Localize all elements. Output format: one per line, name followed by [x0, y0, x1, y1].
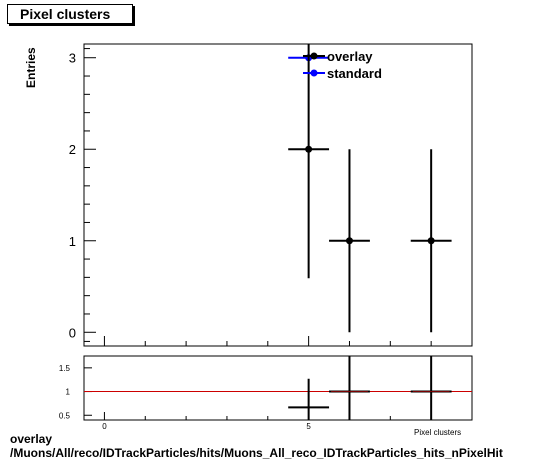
y-tick-label: 3	[69, 51, 76, 66]
y-tick-label: 1	[69, 234, 76, 249]
y-tick-label: 0	[69, 325, 76, 340]
overlay-data-point	[305, 145, 313, 153]
y-tick-label: 2	[69, 142, 76, 157]
main-plot-frame	[83, 43, 473, 347]
ratio-x-tick-label: 0	[102, 422, 107, 431]
ratio-y-tick-label: 1	[66, 388, 71, 397]
legend-marker	[310, 52, 318, 60]
overlay-data-point	[427, 237, 435, 245]
legend-marker	[310, 69, 318, 77]
ratio-y-tick-label: 0.5	[59, 411, 71, 420]
overlay-data-point	[345, 237, 353, 245]
ratio-y-tick-label: 1.5	[59, 364, 71, 373]
footer-caption: overlay /Muons/All/reco/IDTrackParticles…	[10, 432, 503, 460]
footer-line-1: overlay	[10, 432, 53, 446]
ratio-plot-frame	[83, 355, 473, 421]
footer-line-2: /Muons/All/reco/IDTrackParticles/hits/Mu…	[10, 446, 503, 460]
legend-label: standard	[327, 66, 382, 81]
ratio-x-tick-label: 5	[306, 422, 311, 431]
ratio-x-axis-label: Pixel clusters	[414, 428, 461, 437]
title-box: Pixel clusters	[7, 4, 133, 24]
legend-label: overlay	[327, 49, 373, 64]
chart-title: Pixel clusters	[20, 6, 111, 22]
